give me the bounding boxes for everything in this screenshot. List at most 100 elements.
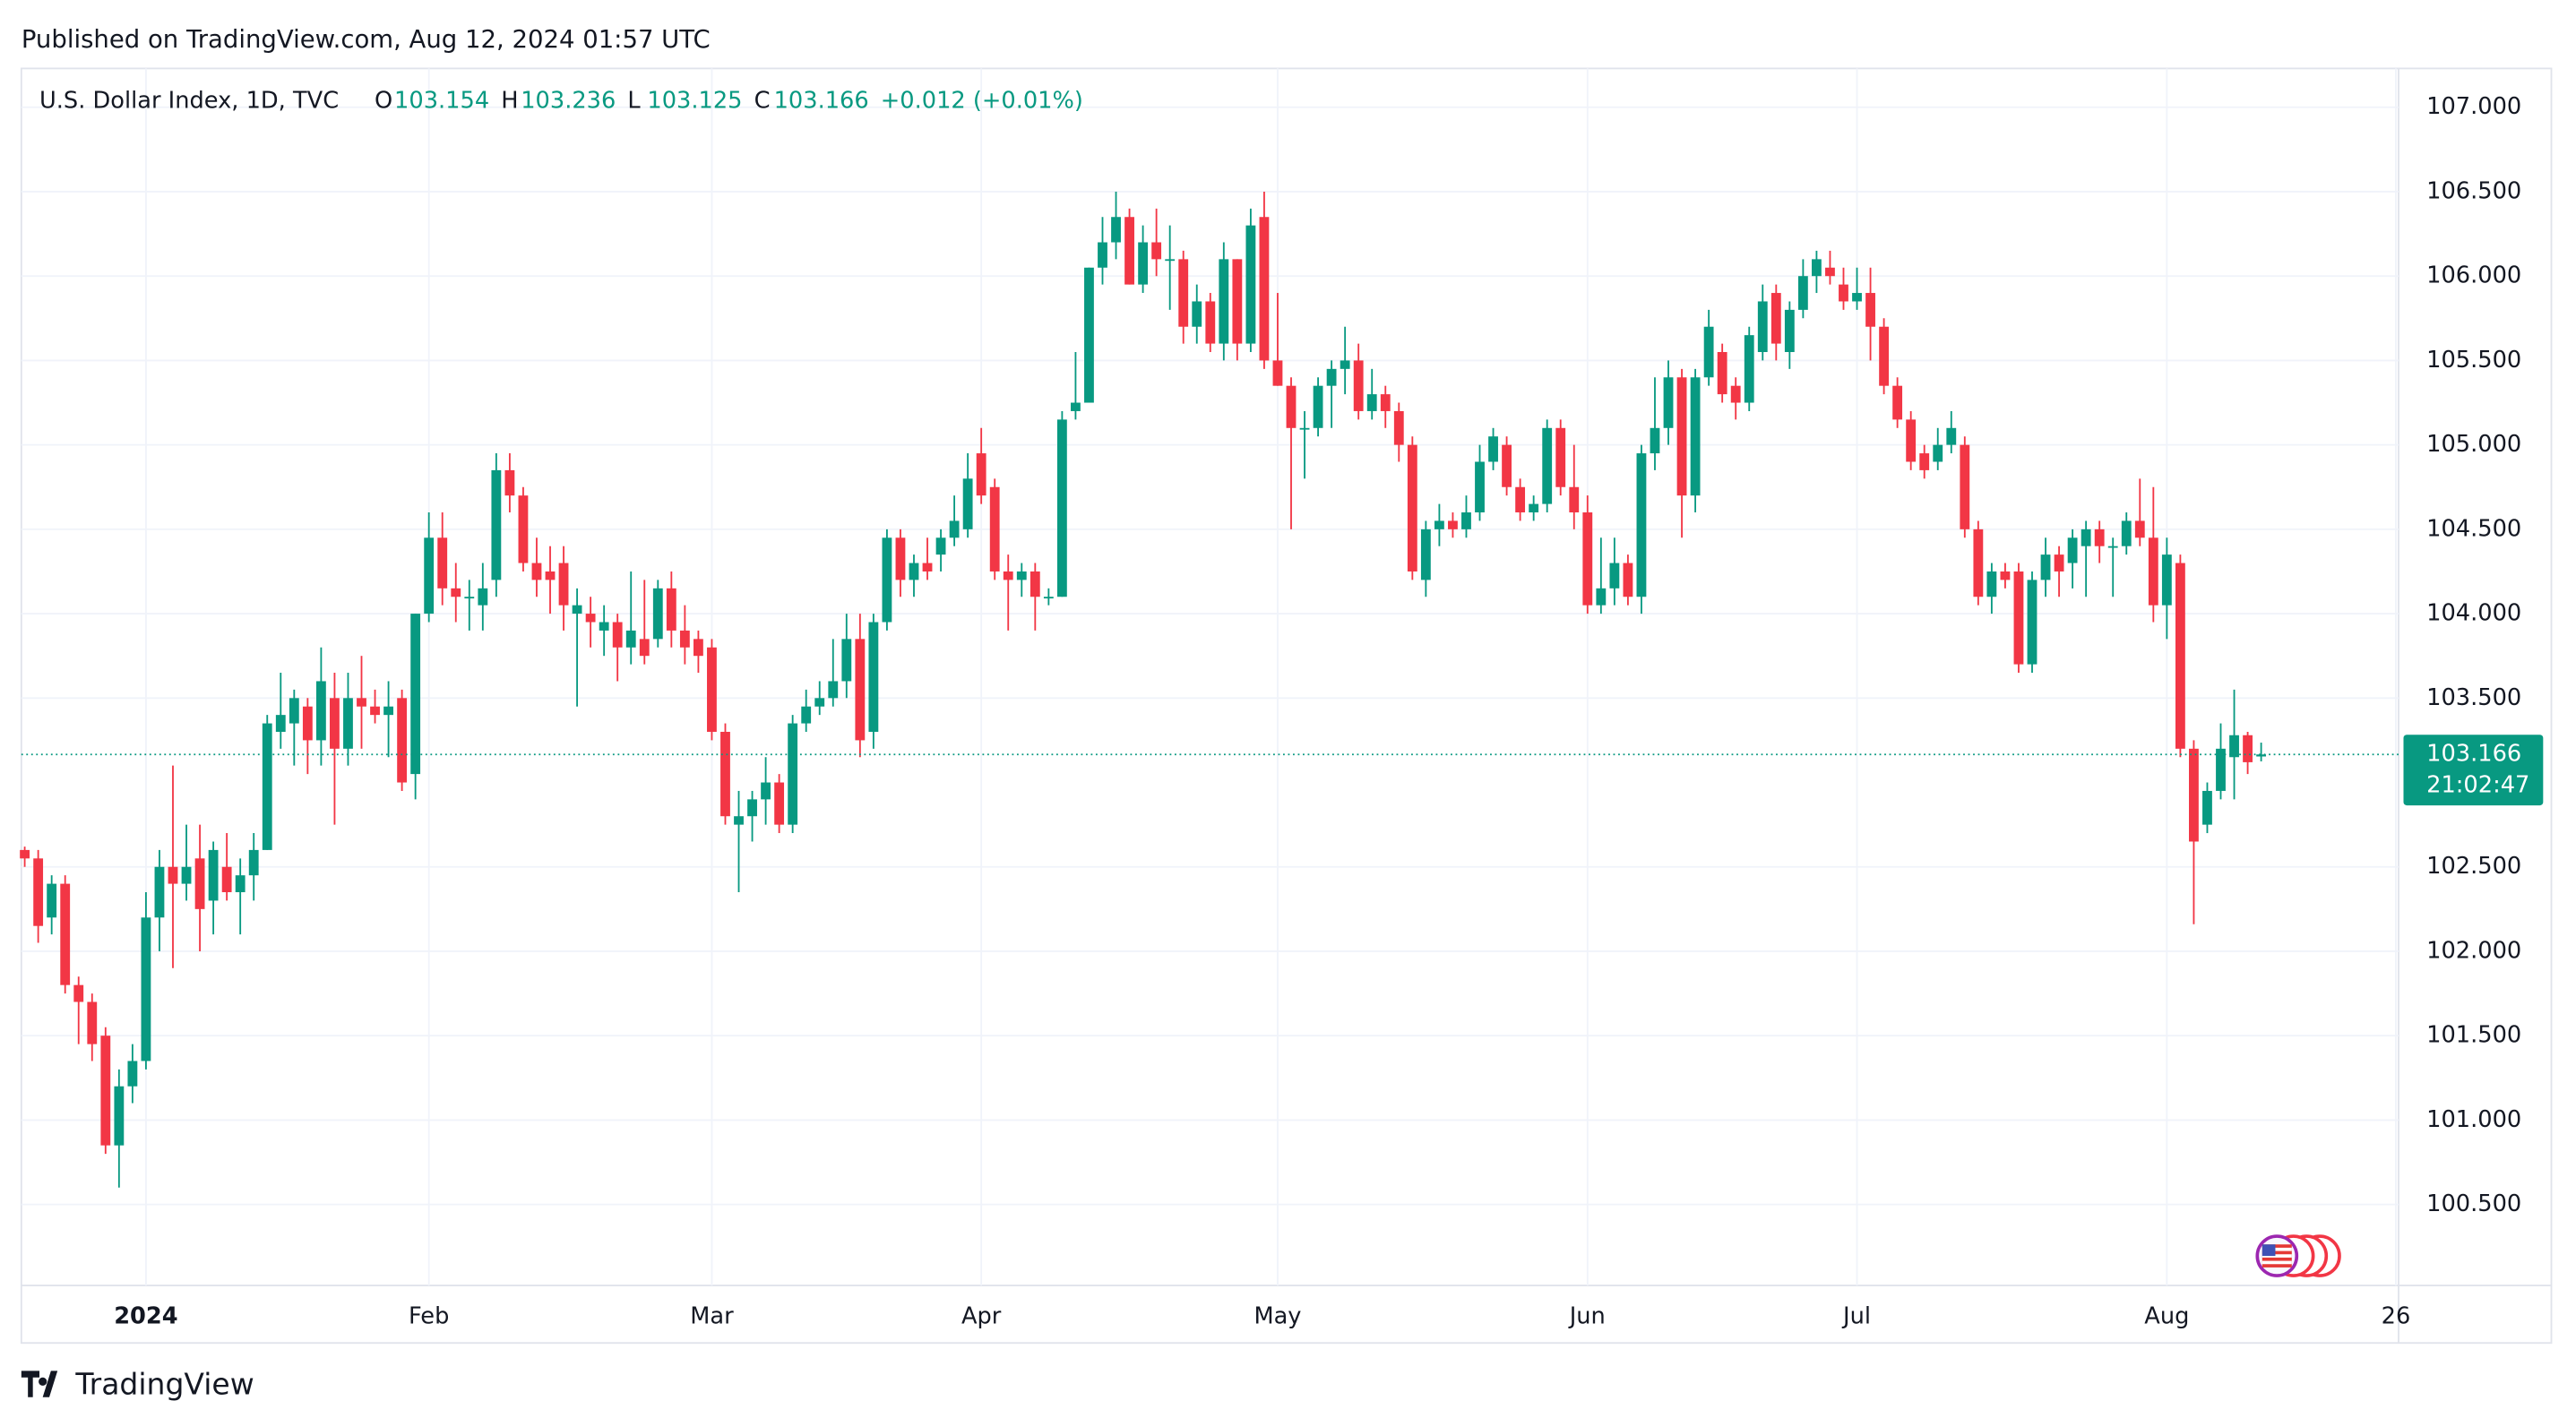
candle-body	[1839, 284, 1848, 302]
candle-body	[1098, 242, 1107, 268]
candle-body	[1703, 326, 1714, 378]
candle-body	[1475, 461, 1485, 513]
candle-body	[747, 799, 757, 817]
candle-body	[1933, 444, 1943, 462]
candle-body	[2081, 529, 2091, 546]
candle-body	[1797, 276, 1808, 310]
candle-body	[1420, 529, 1431, 580]
candle-body	[814, 698, 825, 707]
candle-body	[1784, 309, 1795, 352]
y-tick-label: 104.500	[2426, 515, 2521, 542]
candle-body	[693, 639, 703, 657]
candle-body	[1555, 427, 1566, 487]
footer-brand: TradingView	[74, 1366, 254, 1401]
candle-body	[1286, 385, 1297, 428]
candle-body	[989, 486, 1000, 571]
candle-body	[1340, 360, 1350, 369]
candle-body	[60, 883, 71, 985]
candle-body	[248, 849, 259, 876]
candle-body	[2027, 580, 2038, 665]
candle-body	[1811, 259, 1822, 277]
candle-body	[1178, 259, 1189, 327]
candle-body	[531, 563, 542, 580]
candle-body	[1219, 259, 1229, 344]
candle-body	[1380, 394, 1391, 411]
candle-body	[235, 875, 246, 893]
candle-body	[585, 614, 596, 623]
ohlc-value: 103.125	[647, 88, 742, 115]
candle-body	[208, 849, 219, 901]
ohlc-value: 103.166	[774, 88, 869, 115]
candle-body	[20, 849, 30, 859]
last-price-box	[2403, 735, 2544, 806]
candle-body	[1596, 588, 1607, 606]
candle-body	[761, 782, 771, 800]
candle-body	[976, 453, 986, 496]
candle-body	[707, 647, 717, 732]
y-tick-label: 101.500	[2426, 1022, 2521, 1049]
candle-body	[154, 866, 165, 918]
candle-body	[1730, 385, 1741, 403]
candle-body	[1892, 385, 1903, 420]
candle-body	[73, 984, 84, 1002]
overlay: 107.000 106.500 106.000 105.500 105.000 104.5…	[21, 88, 2544, 1329]
candle-body	[2121, 520, 2132, 546]
candle-body	[1084, 267, 1094, 403]
ohlc-value: 103.236	[521, 88, 616, 115]
candle-body	[2067, 537, 2078, 563]
candle-body	[612, 622, 623, 648]
x-tick-label: May	[1254, 1302, 1301, 1329]
candle-body	[1690, 377, 1701, 496]
ohlc-value: 103.154	[394, 88, 489, 115]
candle-body	[1448, 520, 1458, 529]
x-tick-label: Jul	[1841, 1302, 1871, 1329]
candle-body	[1986, 571, 1997, 597]
candle-body	[1366, 394, 1377, 411]
candle-body	[1906, 419, 1917, 462]
candle-body	[2094, 529, 2105, 546]
candle-body	[87, 1001, 98, 1044]
candle-body	[855, 639, 866, 741]
candle-body	[2054, 554, 2064, 571]
y-tick-label: 106.000	[2426, 262, 2521, 289]
candle-body	[882, 537, 892, 623]
candle-body	[181, 866, 192, 884]
y-tick-label: 105.500	[2426, 347, 2521, 374]
candle-body	[545, 571, 556, 580]
candle-body	[1946, 427, 1957, 445]
candle-body	[1663, 377, 1674, 428]
candle-body	[464, 597, 475, 599]
candle-body	[1636, 453, 1647, 597]
candle-body	[1165, 259, 1176, 262]
candle-body	[1071, 402, 1081, 411]
candle-body	[868, 622, 879, 732]
candle-body	[558, 563, 569, 606]
candle-body	[909, 563, 919, 580]
y-tick-label: 102.500	[2426, 853, 2521, 880]
candle-body	[1623, 563, 1633, 597]
candle-body	[1744, 335, 1754, 403]
candle-body	[572, 605, 582, 614]
x-tick-label: 2024	[114, 1302, 177, 1329]
countdown: 21:02:47	[2426, 772, 2529, 799]
candle-body	[47, 883, 57, 918]
candle-body	[2175, 563, 2185, 749]
candle-body	[935, 537, 946, 555]
candle-body	[652, 588, 663, 640]
y-tick-label: 102.000	[2426, 937, 2521, 964]
candle-body	[397, 698, 408, 783]
x-tick-label: Jun	[1568, 1302, 1606, 1329]
candle-body	[1056, 419, 1067, 597]
y-tick-label: 104.000	[2426, 600, 2521, 627]
candle-body	[424, 537, 435, 614]
ohlc-key: L	[627, 88, 641, 115]
candle-body	[1488, 436, 1498, 462]
flag-icons	[2255, 1234, 2341, 1277]
candle-body	[141, 917, 151, 1061]
ohlc-key: O	[375, 88, 392, 115]
candle-body	[2229, 735, 2239, 758]
candle-body	[1865, 293, 1875, 327]
candle-body	[1030, 571, 1040, 597]
candle-body	[1461, 512, 1471, 529]
candle-body	[801, 706, 812, 724]
